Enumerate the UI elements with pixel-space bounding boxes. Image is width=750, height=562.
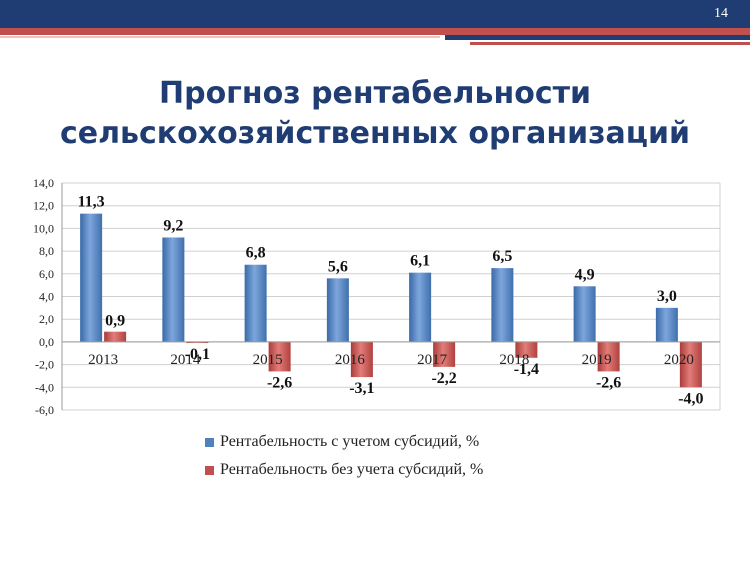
y-tick-label: 10,0 (33, 221, 54, 235)
x-tick-label: 2019 (582, 352, 612, 368)
y-tick-label: 0,0 (39, 335, 54, 349)
x-tick-label: 2018 (499, 352, 529, 368)
page-title: Прогноз рентабельности сельскохозяйствен… (0, 74, 750, 154)
data-label-series-2: -4,0 (678, 390, 703, 407)
x-tick-label: 2013 (88, 352, 118, 368)
bar-series-1 (326, 278, 349, 342)
data-label-series-2: -1,4 (514, 361, 539, 378)
bar-series-1 (244, 264, 267, 342)
data-label-series-1: 5,6 (328, 258, 348, 275)
data-label-series-2: -0,1 (185, 346, 210, 363)
bar-series-1 (573, 286, 596, 342)
page-number: 14 (714, 6, 728, 21)
data-label-series-1: 6,8 (246, 245, 266, 262)
x-tick-label: 2014 (170, 352, 201, 368)
x-tick-label: 2016 (335, 352, 366, 368)
legend-label: Рентабельность с учетом субсидий, % (220, 433, 480, 450)
x-tick-label: 2020 (664, 352, 694, 368)
data-label-series-2: -2,6 (267, 374, 292, 391)
bar-series-1 (162, 237, 185, 342)
header-stripe (470, 42, 750, 45)
header-accent-band (0, 28, 750, 35)
y-tick-label: -2,0 (35, 358, 54, 372)
title-line-2: сельскохозяйственных организаций (59, 116, 691, 151)
y-tick-label: 12,0 (33, 199, 54, 213)
x-tick-label: 2017 (417, 352, 448, 368)
y-tick-label: 8,0 (39, 244, 54, 258)
data-label-series-1: 3,0 (657, 288, 677, 305)
bar-series-1 (655, 307, 678, 342)
data-label-series-1: 4,9 (575, 266, 595, 283)
data-label-series-2: -2,2 (431, 370, 456, 387)
bar-series-2 (679, 341, 702, 388)
bar-series-2 (186, 341, 209, 344)
data-label-series-1: 9,2 (163, 217, 183, 234)
bar-series-1 (491, 268, 514, 342)
y-tick-label: 4,0 (39, 290, 54, 304)
bar-series-1 (80, 213, 103, 342)
bar-series-2 (515, 341, 538, 358)
data-label-series-1: 11,3 (78, 194, 105, 211)
legend-item-series-1: Рентабельность с учетом субсидий, % (205, 428, 483, 456)
y-tick-label: 2,0 (39, 312, 54, 326)
legend-swatch-blue (205, 437, 214, 447)
data-label-series-2: 0,9 (105, 313, 125, 330)
x-tick-label: 2015 (253, 352, 283, 368)
data-label-series-2: -2,6 (596, 374, 621, 391)
y-tick-label: -6,0 (35, 403, 54, 417)
bar-series-2 (104, 331, 127, 342)
bar-series-1 (409, 272, 432, 342)
header-band (0, 0, 750, 28)
bar-chart: 14,0 12,0 10,0 8,0 6,0 4,0 2,0 0,0 -2,0 -4,0 -6,0 2… (33, 176, 721, 417)
y-tick-label: -4,0 (35, 380, 54, 394)
chart-legend: Рентабельность с учетом субсидий, % Рент… (205, 428, 483, 484)
legend-item-series-2: Рентабельность без учета субсидий, % (205, 456, 483, 484)
bar-series-2 (268, 341, 291, 372)
y-tick-label: 6,0 (39, 267, 54, 281)
data-label-series-1: 6,5 (492, 248, 512, 265)
legend-swatch-red (205, 465, 214, 475)
y-tick-label: 14,0 (33, 176, 54, 190)
data-label-series-1: 6,1 (410, 253, 430, 270)
bar-series-2 (433, 341, 456, 367)
bar-series-2 (597, 341, 620, 372)
title-line-1: Прогноз рентабельности (158, 76, 592, 111)
data-label-series-2: -3,1 (349, 380, 374, 397)
header-stripe (445, 35, 750, 40)
legend-label: Рентабельность без учета субсидий, % (220, 461, 484, 478)
header-stripe (0, 36, 440, 38)
bar-series-2 (350, 341, 373, 378)
